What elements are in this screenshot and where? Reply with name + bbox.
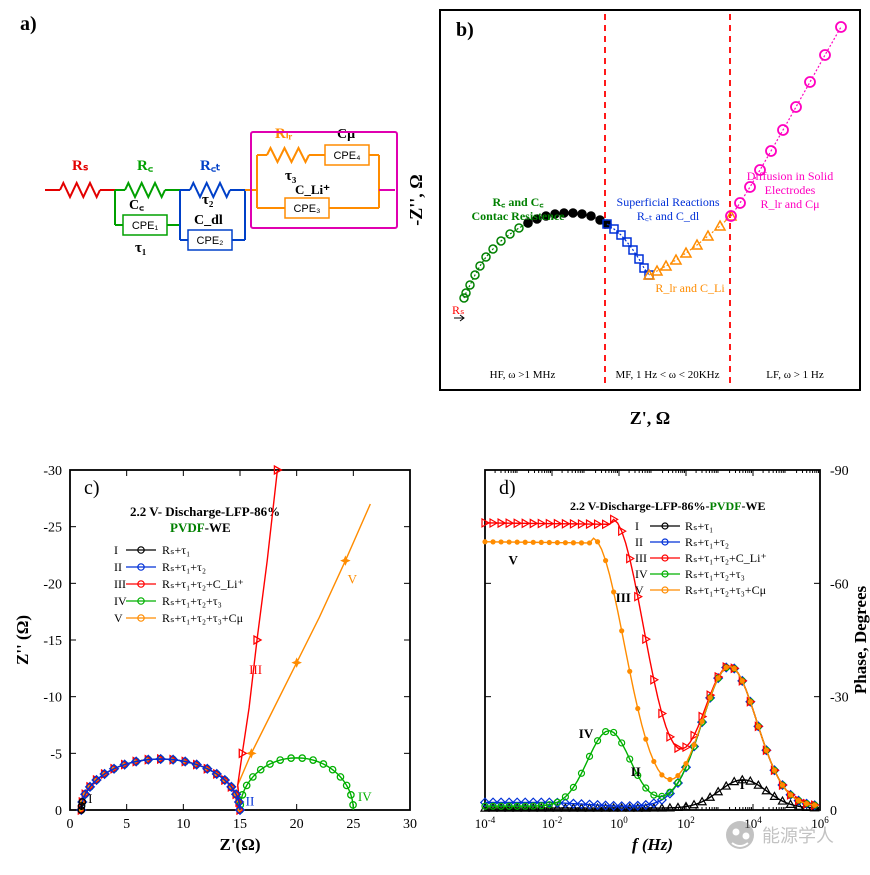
svg-text:V: V bbox=[508, 552, 518, 567]
svg-text:-5: -5 bbox=[50, 747, 62, 762]
svg-text:II: II bbox=[631, 764, 641, 779]
axis-x-label: Z'(Ω) bbox=[220, 835, 261, 854]
svg-text:I: I bbox=[88, 791, 92, 806]
svg-text:能源学人: 能源学人 bbox=[762, 826, 834, 846]
panel-d: d)10-410-21001021041060-30-60-90f (Hz)Ph… bbox=[475, 464, 870, 854]
svg-text:II: II bbox=[114, 560, 122, 574]
panel-b: b) HF, ω >1 MHz MF, 1 Hz < ω < 20KHz LF, ω … bbox=[406, 10, 860, 428]
svg-text:Rₛ+τ₁+τ₂: Rₛ+τ₁+τ₂ bbox=[162, 560, 206, 574]
svg-text:I: I bbox=[635, 519, 639, 533]
svg-text:Rₛ+τ₁+τ₂+C_Li⁺: Rₛ+τ₁+τ₂+C_Li⁺ bbox=[162, 577, 244, 591]
svg-text:V: V bbox=[348, 571, 358, 586]
svg-text:R_lr and C_Li: R_lr and C_Li bbox=[655, 281, 725, 295]
svg-text:III: III bbox=[616, 590, 631, 605]
svg-text:LF, ω > 1 Hz: LF, ω > 1 Hz bbox=[766, 369, 824, 381]
svg-text:C꜀: C꜀ bbox=[129, 198, 144, 213]
svg-text:III: III bbox=[249, 662, 262, 677]
svg-text:C_dl: C_dl bbox=[194, 213, 223, 228]
svg-text:-30: -30 bbox=[830, 691, 849, 706]
svg-text:CPE₄: CPE₄ bbox=[333, 150, 361, 162]
svg-text:-60: -60 bbox=[830, 577, 849, 592]
svg-text:Diffusion in Solid: Diffusion in Solid bbox=[747, 169, 833, 183]
svg-text:HF, ω >1 MHz: HF, ω >1 MHz bbox=[490, 369, 556, 381]
svg-text:Rₛ+τ₁+τ₂: Rₛ+τ₁+τ₂ bbox=[685, 535, 729, 549]
svg-text:-25: -25 bbox=[43, 521, 62, 536]
svg-text:V: V bbox=[114, 611, 123, 625]
svg-text:CPE₂: CPE₂ bbox=[197, 235, 224, 247]
svg-text:Rₛ: Rₛ bbox=[452, 303, 464, 317]
svg-text:I: I bbox=[114, 543, 118, 557]
svg-text:R꜀ₜ and C_dl: R꜀ₜ and C_dl bbox=[637, 209, 700, 223]
svg-text:Contac Resistence: Contac Resistence bbox=[472, 209, 566, 223]
svg-text:Cμ: Cμ bbox=[337, 127, 355, 142]
panel-a-label: a) bbox=[20, 13, 37, 35]
svg-text:30: 30 bbox=[403, 817, 417, 832]
svg-text:Superficial Reactions: Superficial Reactions bbox=[617, 195, 720, 209]
svg-text:0: 0 bbox=[830, 804, 837, 819]
svg-text:25: 25 bbox=[346, 817, 360, 832]
axis-x-label: Z', Ω bbox=[630, 408, 670, 428]
svg-text:Rₛ+τ₁: Rₛ+τ₁ bbox=[162, 543, 190, 557]
svg-text:20: 20 bbox=[290, 817, 304, 832]
svg-text:MF, 1 Hz < ω < 20KHz: MF, 1 Hz < ω < 20KHz bbox=[615, 369, 719, 381]
panel-c-label: c) bbox=[84, 477, 100, 499]
axis-y-label: -Z'', Ω bbox=[406, 174, 426, 225]
svg-text:τ₂: τ₂ bbox=[202, 192, 214, 208]
svg-text:Electrodes: Electrodes bbox=[765, 183, 816, 197]
svg-text:R꜀ₜ: R꜀ₜ bbox=[200, 158, 220, 174]
svg-text:IV: IV bbox=[579, 726, 594, 741]
svg-text:IV: IV bbox=[635, 567, 648, 581]
svg-text:II: II bbox=[246, 793, 255, 808]
svg-text:CPE₁: CPE₁ bbox=[132, 220, 159, 232]
svg-text:R꜀ and C꜀: R꜀ and C꜀ bbox=[493, 195, 544, 209]
panel-d-label: d) bbox=[499, 477, 516, 499]
svg-text:5: 5 bbox=[123, 817, 130, 832]
svg-text:IV: IV bbox=[114, 594, 127, 608]
svg-text:CPE₃: CPE₃ bbox=[293, 203, 320, 215]
svg-text:-90: -90 bbox=[830, 464, 849, 479]
svg-text:Rₛ+τ₁+τ₂+τ₃+Cμ: Rₛ+τ₁+τ₂+τ₃+Cμ bbox=[685, 583, 766, 597]
svg-text:0: 0 bbox=[55, 804, 62, 819]
svg-text:III: III bbox=[635, 551, 647, 565]
svg-text:Rₗᵣ: Rₗᵣ bbox=[275, 126, 292, 142]
panel-c: c) 0 5 10 15 20 25 30 0 -5 -10 -15 -20 -25 -30 Z'(Ω) Z''… bbox=[13, 464, 417, 854]
axis-y-label: Z'' (Ω) bbox=[13, 615, 32, 665]
axis-y-label: Phase, Degrees bbox=[851, 585, 870, 694]
svg-text:Rₛ+τ₁+τ₂+τ₃: Rₛ+τ₁+τ₂+τ₃ bbox=[162, 594, 222, 608]
svg-text:-20: -20 bbox=[43, 577, 62, 592]
svg-text:-10: -10 bbox=[43, 691, 62, 706]
svg-text:R꜀: R꜀ bbox=[137, 158, 153, 174]
svg-text:2.2 V-Discharge-LFP-86%-PVDF-W: 2.2 V-Discharge-LFP-86%-PVDF-WE bbox=[570, 499, 766, 513]
watermark: 能源学人 bbox=[726, 821, 834, 849]
svg-text:I: I bbox=[740, 777, 745, 792]
svg-text:III: III bbox=[114, 577, 126, 591]
panel-a: a)RₛR꜀CPE₁C꜀τ₁R꜀ₜCPE₂C_dlτ₂RₗᵣCPE₄Cμτ₃CP… bbox=[20, 13, 397, 258]
svg-text:C_Li⁺: C_Li⁺ bbox=[295, 182, 330, 197]
svg-text:-15: -15 bbox=[43, 634, 62, 649]
svg-text:PVDF-WE: PVDF-WE bbox=[170, 520, 231, 535]
svg-text:0: 0 bbox=[67, 817, 74, 832]
svg-text:IV: IV bbox=[358, 789, 372, 804]
svg-text:τ₁: τ₁ bbox=[135, 240, 146, 256]
svg-text:2.2 V- Discharge-LFP-86%: 2.2 V- Discharge-LFP-86% bbox=[130, 504, 280, 519]
svg-text:II: II bbox=[635, 535, 643, 549]
svg-text:15: 15 bbox=[233, 817, 247, 832]
svg-text:102: 102 bbox=[677, 815, 695, 831]
svg-text:V: V bbox=[635, 583, 644, 597]
svg-text:Rₛ+τ₁+τ₂+τ₃+Cμ: Rₛ+τ₁+τ₂+τ₃+Cμ bbox=[162, 611, 243, 625]
svg-text:10-2: 10-2 bbox=[542, 815, 563, 831]
panel-b-label: b) bbox=[456, 19, 474, 41]
svg-text:10: 10 bbox=[176, 817, 190, 832]
svg-text:Rₛ+τ₁+τ₂+τ₃: Rₛ+τ₁+τ₂+τ₃ bbox=[685, 567, 745, 581]
svg-text:-30: -30 bbox=[43, 464, 62, 479]
svg-text:10-4: 10-4 bbox=[475, 815, 496, 831]
svg-text:Rₛ+τ₁: Rₛ+τ₁ bbox=[685, 519, 713, 533]
svg-text:100: 100 bbox=[610, 815, 628, 831]
svg-text:Rₛ: Rₛ bbox=[72, 158, 89, 174]
svg-text:R_lr and Cμ: R_lr and Cμ bbox=[760, 197, 819, 211]
svg-text:Rₛ+τ₁+τ₂+C_Li⁺: Rₛ+τ₁+τ₂+C_Li⁺ bbox=[685, 551, 767, 565]
axis-x-label: f (Hz) bbox=[632, 835, 673, 854]
